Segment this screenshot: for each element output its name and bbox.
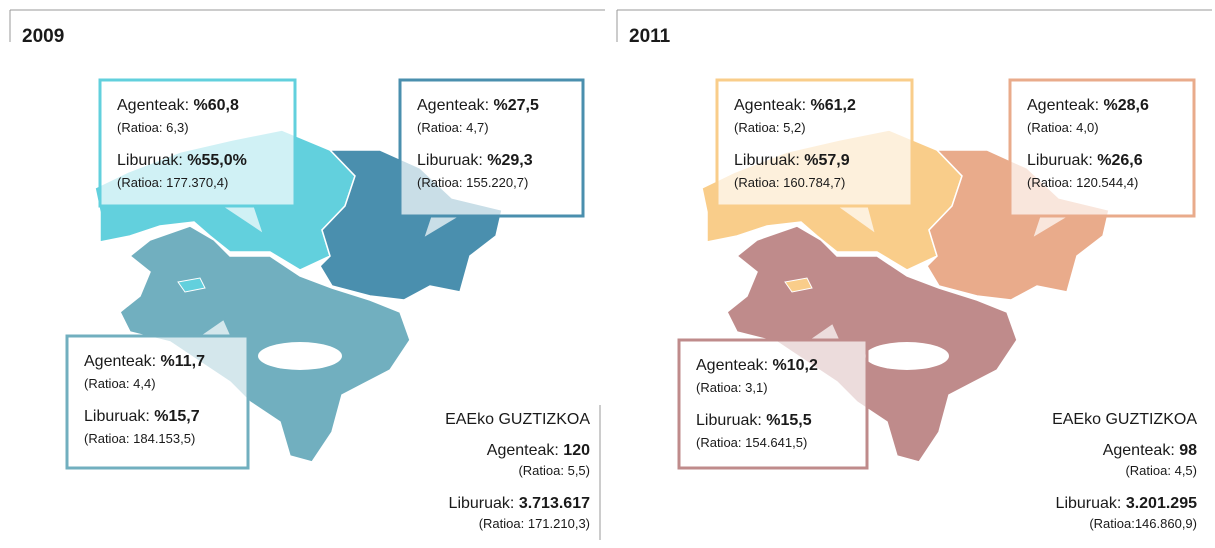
agents-value: %11,7 xyxy=(161,353,206,370)
agents-label: Agenteak: xyxy=(734,97,811,114)
agents-line: Agenteak: %28,6 xyxy=(1027,97,1149,114)
panel: 2011 Agenteak: %61,2 (Ratioa: 5,2) Liburuak… xyxy=(616,9,1212,531)
callout-tail xyxy=(419,214,468,244)
agents-label: Agenteak: xyxy=(84,353,161,370)
agents-value: 98 xyxy=(1179,442,1197,459)
books-value: 3.201.295 xyxy=(1126,495,1197,512)
total-title: EAEko GUZTIZKOA xyxy=(445,411,590,428)
callout-tail xyxy=(830,204,880,240)
agents-value: %28,6 xyxy=(1104,97,1149,114)
total-agents-ratio: (Ratioa: 5,5) xyxy=(518,463,590,478)
books-value: 3.713.617 xyxy=(519,495,590,512)
agents-label: Agenteak: xyxy=(117,97,194,114)
lake xyxy=(258,342,342,370)
agents-line: Agenteak: %60,8 xyxy=(117,97,239,114)
lake xyxy=(865,342,949,370)
books-label: Liburuak: xyxy=(734,152,804,169)
agents-line: Agenteak: %10,2 xyxy=(696,357,818,374)
agents-ratio: (Ratioa: 4,4) xyxy=(84,376,156,391)
agents-value: 120 xyxy=(563,442,590,459)
callout-tail xyxy=(193,315,235,338)
callout: Agenteak: %10,2 (Ratioa: 3,1) Liburuak: %1… xyxy=(677,319,869,470)
books-value: %15,7 xyxy=(154,408,199,425)
books-ratio: (Ratioa: 184.153,5) xyxy=(84,431,195,446)
total-books-ratio: (Ratioa:146.860,9) xyxy=(1089,516,1197,531)
agents-label: Agenteak: xyxy=(417,97,494,114)
agents-line: Agenteak: %27,5 xyxy=(417,97,539,114)
agents-value: %60,8 xyxy=(194,97,239,114)
agents-label: Agenteak: xyxy=(696,357,773,374)
callout-box xyxy=(65,334,250,470)
callout: Agenteak: %27,5 (Ratioa: 4,7) Liburuak: %2… xyxy=(398,78,585,244)
agents-ratio: (Ratioa: 4,7) xyxy=(417,120,489,135)
books-line: Liburuak: %55,0% xyxy=(117,152,247,169)
books-label: Liburuak: xyxy=(417,152,487,169)
agents-label: Agenteak: xyxy=(487,442,564,459)
books-ratio: (Ratioa: 120.544,4) xyxy=(1027,175,1138,190)
callout-tail xyxy=(215,204,268,240)
books-line: Liburuak: %15,7 xyxy=(84,408,200,425)
callout: Agenteak: %28,6 (Ratioa: 4,0) Liburuak: %2… xyxy=(1008,78,1196,244)
agents-line: Agenteak: %61,2 xyxy=(734,97,856,114)
callout-box xyxy=(1008,78,1196,218)
books-line: Liburuak: %26,6 xyxy=(1027,152,1143,169)
books-ratio: (Ratioa: 177.370,4) xyxy=(117,175,228,190)
books-label: Liburuak: xyxy=(449,495,519,512)
agents-label: Agenteak: xyxy=(1103,442,1180,459)
books-value: %29,3 xyxy=(487,152,532,169)
books-label: Liburuak: xyxy=(1056,495,1126,512)
books-label: Liburuak: xyxy=(117,152,187,169)
total-title: EAEko GUZTIZKOA xyxy=(1052,411,1197,428)
enclave xyxy=(177,277,206,293)
books-line: Liburuak: %29,3 xyxy=(417,152,533,169)
callout-tail xyxy=(1028,214,1077,244)
agents-ratio: (Ratioa: 3,1) xyxy=(696,380,768,395)
callout: Agenteak: %60,8 (Ratioa: 6,3) Liburuak: %5… xyxy=(98,78,297,240)
books-label: Liburuak: xyxy=(84,408,154,425)
books-value: %55,0% xyxy=(187,152,247,169)
agents-ratio: (Ratioa: 6,3) xyxy=(117,120,189,135)
books-value: %57,9 xyxy=(804,152,849,169)
books-value: %26,6 xyxy=(1097,152,1142,169)
callout: Agenteak: %11,7 (Ratioa: 4,4) Liburuak: %1… xyxy=(65,315,250,470)
books-line: Liburuak: %15,5 xyxy=(696,412,812,429)
year: 2011 xyxy=(629,26,671,47)
callout: Agenteak: %61,2 (Ratioa: 5,2) Liburuak: %5… xyxy=(715,78,914,240)
books-label: Liburuak: xyxy=(1027,152,1097,169)
callout-box xyxy=(398,78,585,218)
panel: 2009 Agenteak: %60,8 (Ratioa: 6,3) Liburuak… xyxy=(9,9,605,540)
callout-box xyxy=(677,338,869,470)
books-ratio: (Ratioa: 160.784,7) xyxy=(734,175,845,190)
agents-line: Agenteak: %11,7 xyxy=(84,353,205,370)
books-value: %15,5 xyxy=(766,412,811,429)
callout-tail xyxy=(802,319,844,342)
agents-value: %10,2 xyxy=(773,357,818,374)
enclave xyxy=(784,277,813,293)
agents-value: %61,2 xyxy=(811,97,856,114)
total-agents: Agenteak: 120 xyxy=(487,442,590,459)
total-books: Liburuak: 3.713.617 xyxy=(449,495,591,512)
total-agents: Agenteak: 98 xyxy=(1103,442,1197,459)
agents-label: Agenteak: xyxy=(1027,97,1104,114)
agents-ratio: (Ratioa: 4,0) xyxy=(1027,120,1099,135)
total-agents-ratio: (Ratioa: 4,5) xyxy=(1125,463,1197,478)
books-line: Liburuak: %57,9 xyxy=(734,152,850,169)
books-ratio: (Ratioa: 155.220,7) xyxy=(417,175,528,190)
total-books: Liburuak: 3.201.295 xyxy=(1056,495,1198,512)
callout-box xyxy=(98,78,297,208)
books-ratio: (Ratioa: 154.641,5) xyxy=(696,435,807,450)
year: 2009 xyxy=(22,26,64,47)
books-label: Liburuak: xyxy=(696,412,766,429)
callout-box xyxy=(715,78,914,208)
agents-ratio: (Ratioa: 5,2) xyxy=(734,120,806,135)
total-books-ratio: (Ratioa: 171.210,3) xyxy=(479,516,590,531)
agents-value: %27,5 xyxy=(494,97,539,114)
